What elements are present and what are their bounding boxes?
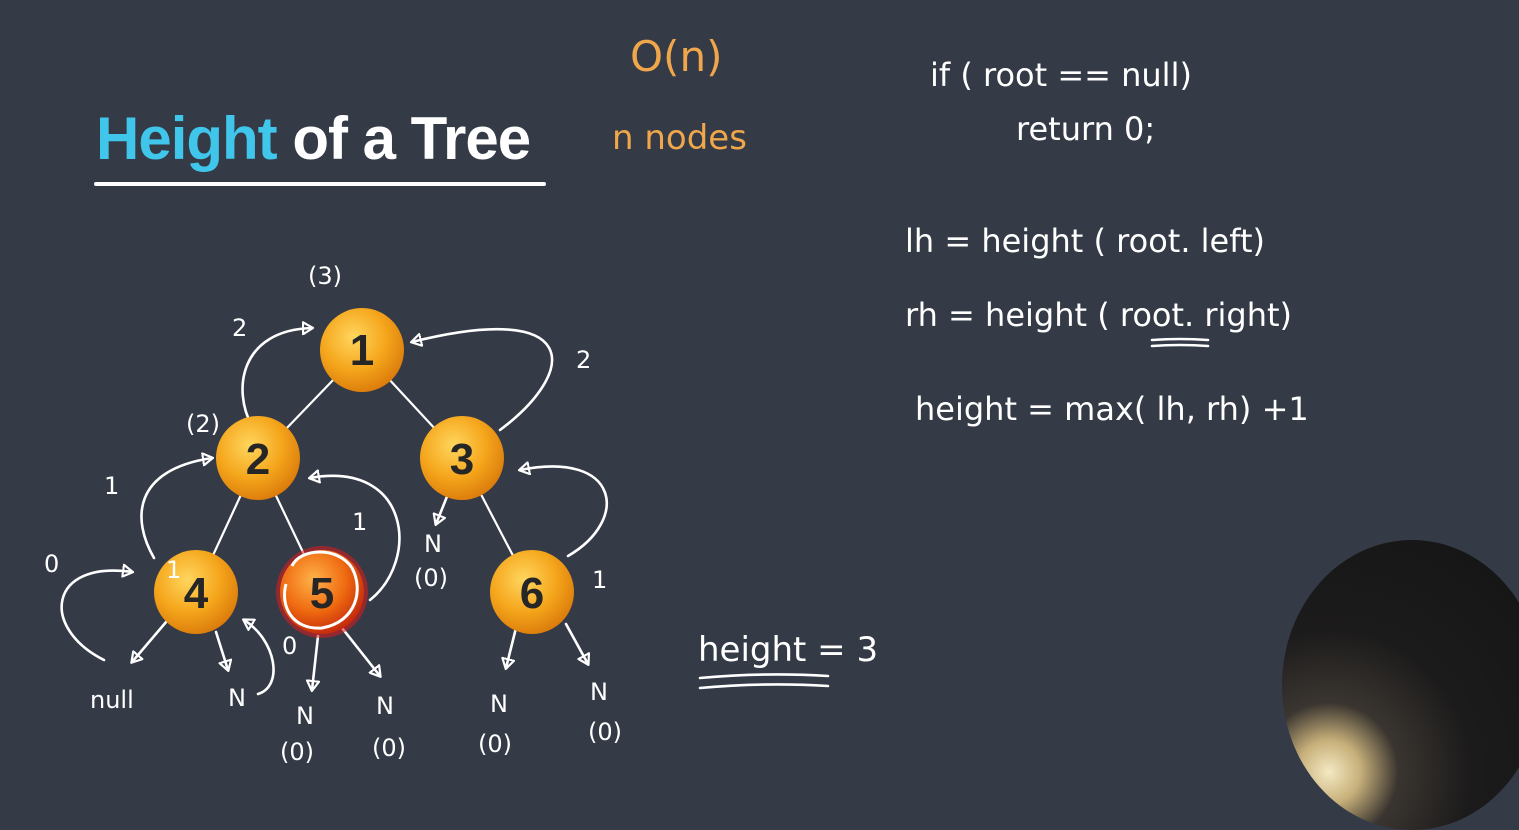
label-n-5-right: N	[376, 692, 394, 720]
label-n-6-right-val: (0)	[588, 718, 622, 746]
return-6-to-3	[520, 466, 608, 558]
return-2-to-1	[241, 328, 312, 428]
node-1-circle	[320, 308, 404, 392]
node-2-circle	[216, 416, 300, 500]
tree-node-3: 3	[420, 416, 504, 500]
code-line-3: lh = height ( root. left)	[905, 222, 1265, 260]
node-3-label: 3	[450, 435, 474, 484]
annotation-node2-height: (2)	[186, 410, 220, 438]
annotation-node5-left-count: 0	[282, 632, 297, 660]
annotation-root-height: (3)	[308, 262, 342, 290]
title-underline	[94, 182, 546, 186]
label-n-3-left: N	[424, 530, 442, 558]
label-n-5-left-val: (0)	[280, 738, 314, 766]
complexity-big-o: O(n)	[630, 32, 723, 81]
tree-node-1: 1	[320, 308, 404, 392]
annotation-node4-inner: 1	[166, 556, 181, 584]
node-4-circle	[154, 550, 238, 634]
page-title: Height of a Tree	[96, 104, 531, 173]
title-rest: of a Tree	[292, 105, 531, 172]
annotation-arrow-5: 1	[352, 508, 367, 536]
label-n-6-left-val: (0)	[478, 730, 512, 758]
annotation-right-2: 2	[576, 346, 591, 374]
code-line-1: if ( root == null)	[930, 56, 1192, 94]
node-2-label: 2	[246, 435, 270, 484]
node-1-label: 1	[350, 326, 374, 375]
return-4-to-2	[140, 458, 212, 560]
node-6-circle	[490, 550, 574, 634]
arrow-3-left	[436, 492, 450, 524]
return-3-to-1	[412, 327, 554, 432]
tree-node-4: 4	[154, 550, 238, 634]
return-4-right	[244, 620, 275, 696]
return-5-to-2	[310, 476, 401, 602]
label-n-3-left-val: (0)	[414, 564, 448, 592]
tree-node-5: 5	[276, 546, 368, 638]
presenter-webcam-overlay	[1282, 540, 1519, 830]
tree-diagram: 1 2 3 4 5 6 (3) (2) 2 2 1 1 1 1 0 0 null…	[44, 262, 622, 766]
label-null: null	[90, 686, 134, 714]
annotation-left-1: 1	[104, 472, 119, 500]
annotation-arrow-6: 1	[592, 566, 607, 594]
label-n-5-left: N	[296, 702, 314, 730]
node-5-label: 5	[310, 569, 334, 618]
label-n-5-right-val: (0)	[372, 734, 406, 762]
code-line-2: return 0;	[1016, 110, 1156, 148]
arrow-6-right	[564, 622, 588, 664]
code-line-5: height = max( lh, rh) +1	[915, 390, 1309, 428]
node-5-scribble	[283, 550, 359, 630]
arrow-6-left	[506, 626, 518, 668]
title-highlight: Height	[96, 105, 278, 172]
code-line-4: rh = height ( root. right)	[905, 296, 1293, 334]
root-underline	[1150, 337, 1210, 348]
arrow-5-right	[340, 626, 380, 676]
tree-node-6: 6	[490, 550, 574, 634]
result-underline	[698, 673, 830, 690]
label-n-6-right: N	[590, 678, 608, 706]
arrow-5-left	[312, 634, 318, 690]
tree-node-2: 2	[216, 416, 300, 500]
annotation-node4-left-count: 0	[44, 550, 59, 578]
complexity-nodes-note: n nodes	[612, 118, 747, 158]
label-n-6-left: N	[490, 690, 508, 718]
node-4-label: 4	[184, 569, 209, 618]
return-4-null	[60, 571, 132, 662]
node-3-circle	[420, 416, 504, 500]
result-note: height = 3	[698, 630, 879, 670]
node-5-circle	[280, 550, 364, 634]
node-6-label: 6	[520, 569, 544, 618]
label-n-4-right: N	[228, 684, 246, 712]
arrow-4-right	[214, 630, 228, 670]
annotation-left-2: 2	[232, 314, 247, 342]
